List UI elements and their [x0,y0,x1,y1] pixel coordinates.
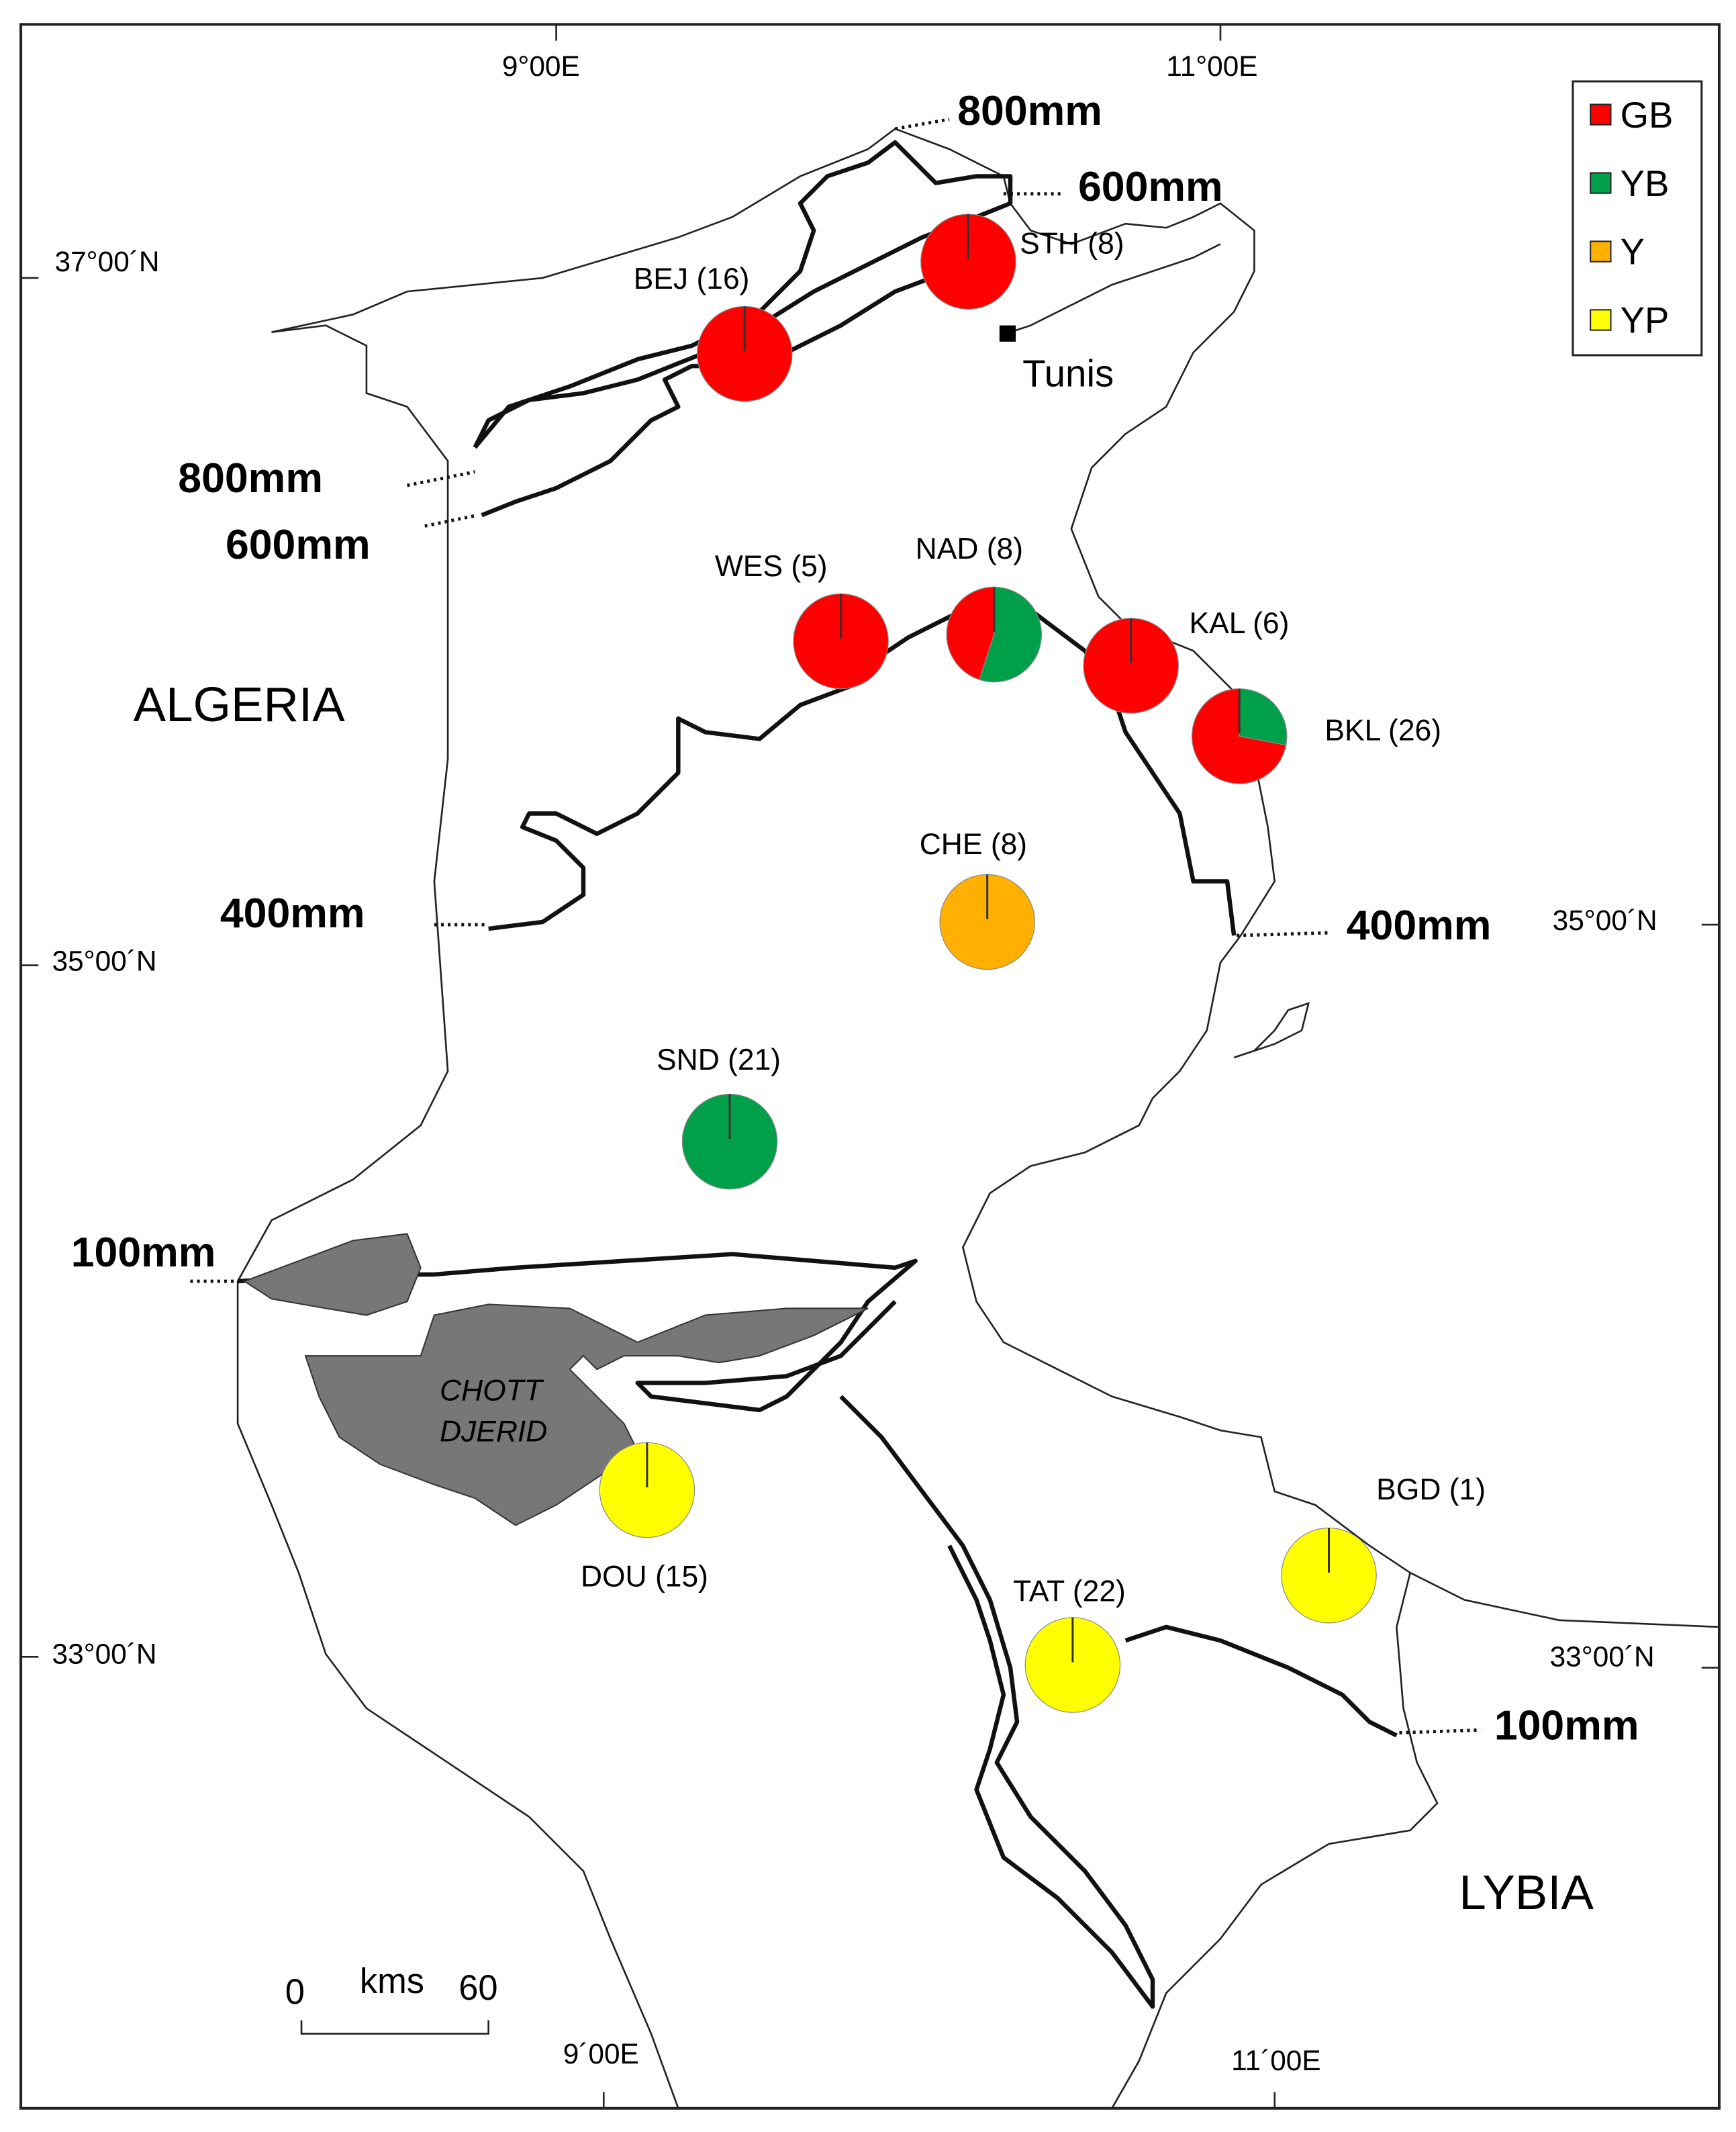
graticule-ticks [21,24,1720,2108]
legend-swatch [1590,240,1612,263]
isohyet-label: 400mm [220,890,365,937]
coordinate-label: 37°00´N [55,246,160,277]
frame [19,23,1721,2110]
isohyet-label: 800mm [957,87,1102,134]
pie-slice [1191,688,1287,784]
legend-label: Y [1621,232,1645,273]
coordinate-label: 35°00´N [52,945,156,977]
site-label: WES (5) [715,550,828,583]
coordinate-label: 33°00´N [1550,1640,1655,1672]
isohyet-label: 400mm [1347,902,1492,949]
site-label: STH (8) [1020,228,1124,261]
pie-slice [1239,688,1288,746]
site-label: KAL (6) [1190,607,1290,640]
coordinate-label: 9°00E [502,50,580,82]
scale-bar [300,2020,489,2035]
isohyet-label: 600mm [226,521,371,568]
site-label: NAD (8) [916,532,1023,565]
country-label: ALGERIA [134,678,346,732]
lake-label: CHOTT [440,1375,544,1407]
site-label: CHE (8) [920,828,1027,861]
isohyet-leaders [190,118,1481,1734]
site-label: BGD (1) [1376,1473,1486,1506]
legend-swatch [1590,309,1612,331]
legend-label: YB [1621,163,1670,204]
coordinate-label: 33°00´N [52,1638,156,1669]
scale-label: 0 [285,1972,305,2012]
site-label: BEJ (16) [634,263,750,295]
coordinate-label: 35°00´N [1553,905,1657,936]
legend-swatch [1590,103,1612,126]
scale-label: kms [360,1961,424,2001]
isohyet-label: 100mm [1494,1702,1639,1749]
city-label: Tunis [1022,352,1114,394]
scale-label: 60 [459,1968,497,2008]
isohyets [237,140,1398,2009]
coordinate-label: 11°00E [1166,50,1257,82]
site-label: TAT (22) [1013,1575,1126,1608]
legend-label: GB [1621,95,1674,136]
city-marker [999,325,1016,342]
isohyet-label: 600mm [1078,163,1223,210]
legend-swatch [1590,172,1612,194]
country-label: LYBIA [1459,1865,1594,1920]
salt-lakes [242,1233,869,1526]
coordinate-label: 11´00E [1231,2045,1321,2076]
isohyet-label: 100mm [71,1229,216,1276]
site-label: BKL (26) [1324,714,1441,747]
isohyet-label: 800mm [178,455,323,502]
site-label: SND (21) [657,1044,781,1076]
legend-label: YP [1621,300,1670,341]
lake-label: DJERID [440,1415,547,1448]
coordinate-label: 9´00E [563,2038,639,2070]
site-label: DOU (15) [581,1560,708,1593]
pie-slice [946,586,995,680]
